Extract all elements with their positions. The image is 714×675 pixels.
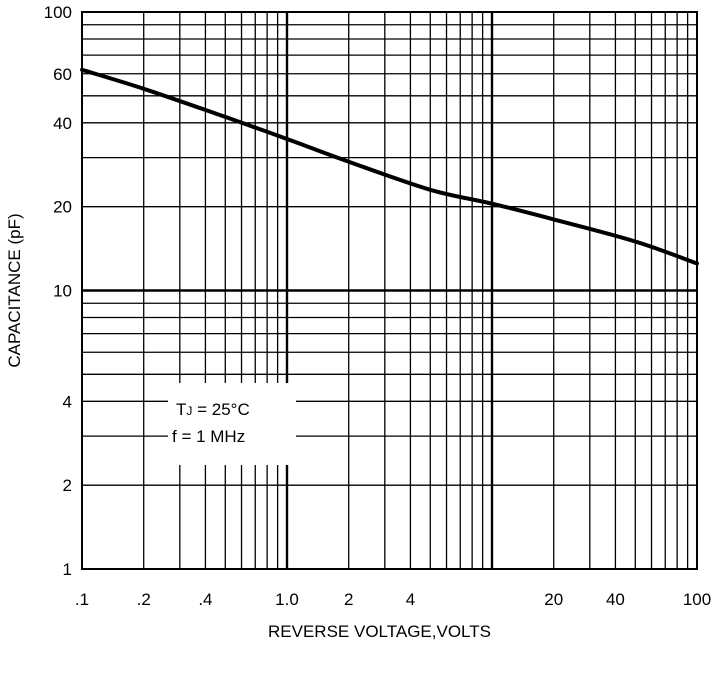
y-tick-labels: 1 2 4 10 20 40 60 100 <box>44 3 72 579</box>
x-tick-label: 1.0 <box>275 590 299 609</box>
x-tick-label: .2 <box>137 590 151 609</box>
annotation-box <box>168 383 296 465</box>
y-tick-label: 1 <box>63 560 72 579</box>
y-tick-label: 100 <box>44 3 72 22</box>
y-tick-label: 10 <box>53 282 72 301</box>
annotation-tj: TJ = 25°C <box>176 400 250 419</box>
y-tick-label: 20 <box>53 198 72 217</box>
x-tick-label: .4 <box>198 590 212 609</box>
x-tick-label: 4 <box>406 590 415 609</box>
x-tick-label: 40 <box>606 590 625 609</box>
plot-frame <box>81 11 698 570</box>
x-tick-label: 100 <box>683 590 711 609</box>
x-tick-label: 20 <box>544 590 563 609</box>
y-tick-label: 2 <box>63 476 72 495</box>
y-tick-label: 40 <box>53 114 72 133</box>
y-tick-label: 60 <box>53 65 72 84</box>
x-tick-label: 2 <box>344 590 353 609</box>
annotation-frequency: f = 1 MHz <box>172 427 245 446</box>
x-tick-labels: .1 .2 .4 1.0 2 4 20 40 100 <box>75 590 711 609</box>
y-axis-label: CAPACITANCE (pF) <box>5 213 24 367</box>
grid <box>82 12 697 569</box>
x-tick-label: .1 <box>75 590 89 609</box>
x-axis-label: REVERSE VOLTAGE,VOLTS <box>268 622 491 641</box>
y-tick-label: 4 <box>63 392 72 411</box>
capacitance-curve <box>80 67 699 266</box>
